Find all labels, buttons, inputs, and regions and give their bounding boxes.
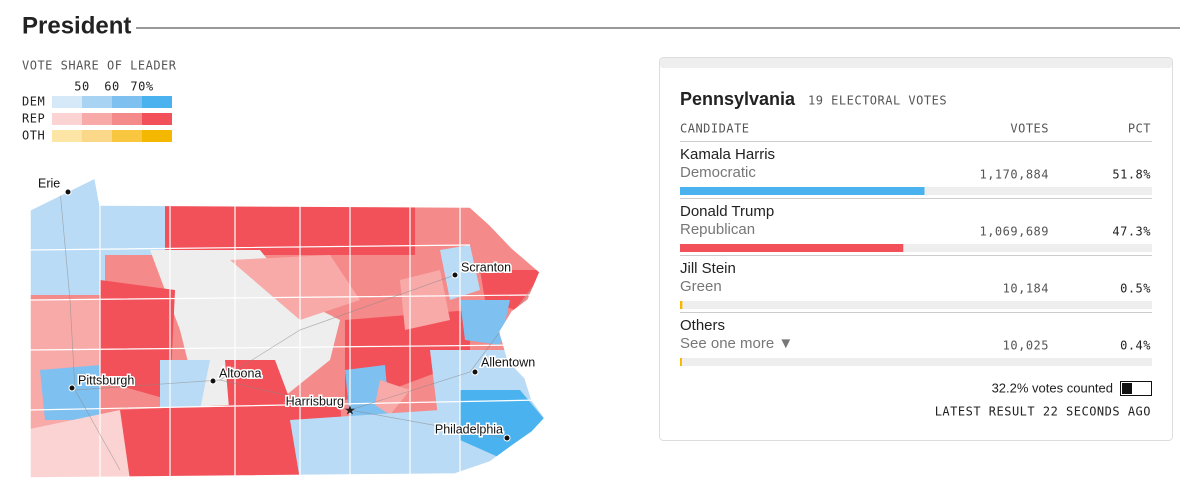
candidate-party: Green — [680, 278, 722, 295]
column-header: CANDIDATE — [680, 122, 750, 136]
legend-row-label: OTH — [22, 129, 45, 143]
candidate-party: Democratic — [680, 164, 756, 181]
city-dot — [209, 377, 217, 385]
vote-bar — [680, 187, 925, 195]
vote-bar — [680, 301, 683, 309]
candidate-name: Others — [680, 317, 725, 334]
candidate-pct: 51.8% — [1112, 168, 1151, 182]
city-label: Erie — [38, 176, 60, 190]
city-label: Allentown — [481, 355, 535, 369]
vote-bar — [680, 358, 682, 366]
city-dot — [503, 434, 511, 442]
candidate-name: Jill Stein — [680, 260, 736, 277]
legend-swatches — [52, 96, 172, 142]
votes-counted: 32.2% votes counted — [992, 380, 1113, 395]
candidate-pct: 47.3% — [1112, 225, 1151, 239]
candidate-votes: 1,069,689 — [979, 225, 1049, 239]
legend-tick: 70% — [130, 80, 153, 94]
city-dot — [451, 271, 459, 279]
candidate-votes: 1,170,884 — [979, 168, 1049, 182]
city-dot — [471, 368, 479, 376]
legend-row-label: REP — [22, 112, 45, 126]
candidate-pct: 0.5% — [1120, 282, 1151, 296]
city-label: Altoona — [219, 366, 261, 380]
capital-star: ★ — [344, 402, 356, 417]
candidate-name: Kamala Harris — [680, 146, 775, 163]
legend-row-label: DEM — [22, 95, 45, 109]
candidate-votes: 10,025 — [1003, 339, 1049, 353]
bar-track — [680, 301, 1152, 309]
candidate-party[interactable]: See one more ▼ — [680, 335, 793, 352]
candidate-party: Republican — [680, 221, 755, 238]
state-name: Pennsylvania — [680, 89, 796, 109]
bar-track — [680, 244, 1152, 252]
legend-title: VOTE SHARE OF LEADER — [22, 59, 177, 73]
column-header: PCT — [1128, 122, 1151, 136]
city-markers: Erie Scranton Pittsburgh Altoona Allentown ★H… — [37, 175, 537, 442]
progress-fill — [1122, 383, 1132, 394]
legend-tick: 50 — [74, 80, 89, 94]
legend-tick: 60 — [104, 80, 119, 94]
candidate-pct: 0.4% — [1120, 339, 1151, 353]
bar-track — [680, 358, 1152, 366]
map — [30, 178, 545, 478]
city-dot — [64, 188, 72, 196]
city-label: Pittsburgh — [78, 373, 134, 387]
latest-update: LATEST RESULT 22 SECONDS AGO — [935, 405, 1151, 419]
candidate-votes: 10,184 — [1003, 282, 1049, 296]
city-dot — [68, 384, 76, 392]
city-label: Philadelphia — [435, 422, 503, 436]
column-header: VOTES — [1010, 122, 1049, 136]
candidate-name: Donald Trump — [680, 203, 774, 220]
vote-bar — [680, 244, 904, 252]
panel-top — [660, 58, 1172, 68]
state-outline — [29, 176, 546, 479]
city-label: Harrisburg — [286, 394, 344, 408]
title: President — [22, 12, 131, 39]
electoral-votes: 19 ELECTORAL VOTES — [808, 94, 947, 108]
city-label: Scranton — [461, 260, 511, 274]
